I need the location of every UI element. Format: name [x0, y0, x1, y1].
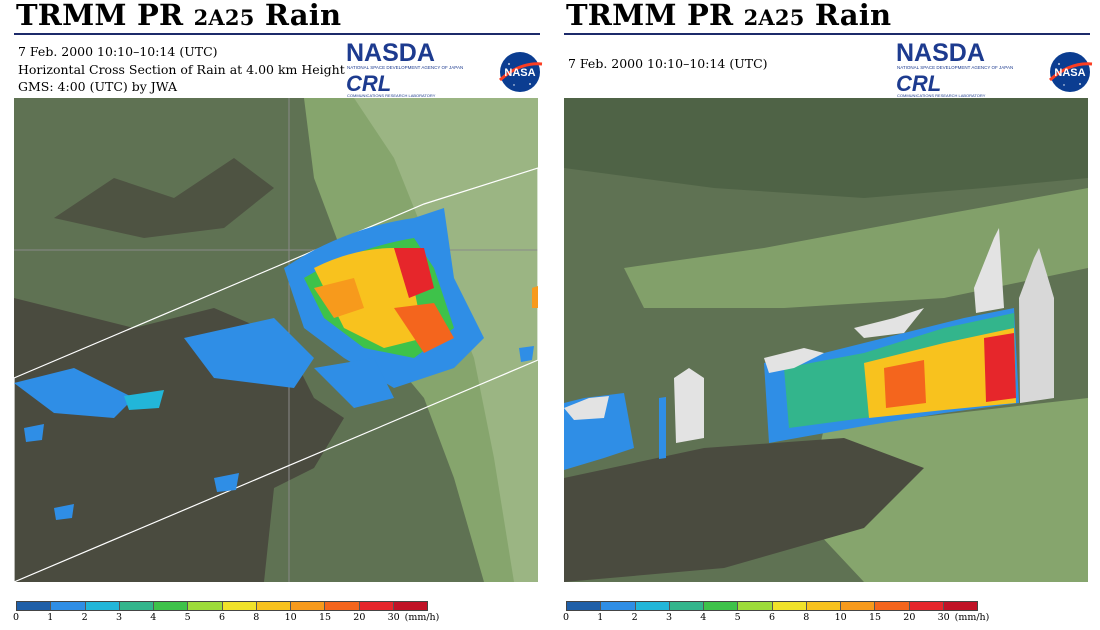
color-scale-unit: (mm/h) — [404, 612, 440, 623]
color-scale-tick-label: 15 — [318, 612, 332, 623]
color-scale-swatch — [222, 602, 257, 610]
color-scale-tick-label: 8 — [803, 612, 810, 623]
crl-logo: CRL — [896, 71, 941, 96]
land-light-foreground — [804, 398, 1088, 582]
color-scale-tick-label: 6 — [768, 612, 776, 623]
color-scale-swatch — [256, 602, 291, 610]
land-dark-foreground — [564, 438, 924, 582]
agency-logos: NASDA NATIONAL SPACE DEVELOPMENT AGENCY … — [344, 39, 544, 98]
nasa-logo-icon: NASA — [498, 52, 543, 92]
color-scale-swatch — [738, 602, 773, 610]
color-scale-swatch — [772, 602, 807, 610]
color-scale-swatch — [909, 602, 944, 610]
rain-echo — [14, 208, 538, 520]
color-scale-swatch — [85, 602, 120, 610]
color-scale-swatch — [601, 602, 636, 610]
color-scale-swatch — [841, 602, 876, 610]
color-scale-tick-label: 2 — [631, 612, 638, 623]
info-cross-section: Horizontal Cross Section of Rain at 4.00… — [18, 62, 345, 77]
color-scale-swatch — [154, 602, 189, 610]
color-scale-swatch — [393, 602, 427, 610]
color-scale-labels: 0 1 2 3 4 5 6 8 10 15 20 30 (mm/h) — [562, 611, 989, 629]
title-divider — [564, 33, 1090, 35]
rain-3d-view — [564, 98, 1088, 582]
left-panel: TRMM PR 2A25 Rain 7 Feb. 2000 10:10–10:1… — [12, 0, 544, 630]
land-light-band — [624, 188, 1088, 308]
color-scale-swatch — [567, 602, 602, 610]
color-scale-tick-label: 6 — [218, 612, 226, 623]
color-scale-tick-label: 4 — [150, 612, 157, 623]
color-scale-swatch — [119, 602, 154, 610]
color-scale-tick-label: 0 — [12, 612, 20, 623]
crl-subtitle: COMMUNICATIONS RESEARCH LABORATORY — [347, 93, 436, 98]
color-scale-tick-label: 0 — [562, 612, 570, 623]
info-date: 7 Feb. 2000 10:10–10:14 (UTC) — [568, 56, 768, 71]
color-scale-swatch — [943, 602, 977, 610]
nasda-subtitle: NATIONAL SPACE DEVELOPMENT AGENCY OF JAP… — [897, 65, 1013, 70]
color-scale-swatch — [635, 602, 670, 610]
rain-3d-curtain — [564, 228, 1054, 470]
color-scale-tick-label: 8 — [253, 612, 260, 623]
color-scale-swatch — [291, 602, 326, 610]
agency-logos: NASDA NATIONAL SPACE DEVELOPMENT AGENCY … — [894, 39, 1094, 98]
info-gms: GMS: 4:00 (UTC) by JWA — [18, 79, 178, 94]
color-scale-tick-label: 15 — [868, 612, 882, 623]
color-scale-swatch — [325, 602, 360, 610]
color-scale-labels: 0 1 2 3 4 5 6 8 10 15 20 30 (mm/h) — [12, 611, 439, 629]
color-scale-tick-label: 2 — [81, 612, 88, 623]
color-scale-swatch — [875, 602, 910, 610]
color-scale-unit: (mm/h) — [954, 612, 990, 623]
color-scale-swatch — [669, 602, 704, 610]
color-scale-swatch — [359, 602, 394, 610]
color-scale-tick-label: 5 — [734, 612, 741, 623]
panel-title: TRMM PR 2A25 Rain — [566, 0, 892, 32]
title-divider — [14, 33, 540, 35]
color-scale-tick-label: 1 — [597, 612, 604, 623]
land-pale-area — [354, 98, 538, 582]
color-scale-tick-label: 30 — [387, 612, 400, 623]
crl-subtitle: COMMUNICATIONS RESEARCH LABORATORY — [897, 93, 986, 98]
color-scale-swatch — [51, 602, 86, 610]
color-scale-tick-label: 20 — [353, 612, 366, 623]
nasda-logo: NASDA — [896, 40, 985, 67]
color-scale-tick-label: 10 — [284, 612, 297, 623]
nasa-logo-icon: NASA — [1048, 52, 1093, 92]
color-scale-tick-label: 3 — [115, 612, 123, 623]
color-scale-tick-label: 4 — [700, 612, 707, 623]
nasda-logo: NASDA — [346, 40, 435, 67]
right-panel: TRMM PR 2A25 Rain 7 Feb. 2000 10:10–10:1… — [562, 0, 1094, 630]
crl-logo: CRL — [346, 71, 391, 96]
color-scale-tick-label: 1 — [47, 612, 54, 623]
color-scale-swatch — [704, 602, 739, 610]
color-scale-swatch — [17, 602, 52, 610]
land-far-band — [564, 98, 1088, 198]
info-date: 7 Feb. 2000 10:10–10:14 (UTC) — [18, 44, 218, 59]
color-scale-tick-label: 5 — [184, 612, 191, 623]
panel-title: TRMM PR 2A25 Rain — [16, 0, 342, 32]
color-scale-tick-label: 20 — [903, 612, 916, 623]
color-scale-bar — [566, 601, 978, 611]
color-scale-tick-label: 10 — [834, 612, 847, 623]
color-scale-swatch — [188, 602, 223, 610]
rain-cross-section-map — [14, 98, 538, 582]
color-scale-bar — [16, 601, 428, 611]
color-scale-swatch — [806, 602, 841, 610]
nasa-text: NASA — [504, 67, 535, 79]
color-scale-tick-label: 3 — [665, 612, 673, 623]
nasda-subtitle: NATIONAL SPACE DEVELOPMENT AGENCY OF JAP… — [347, 65, 463, 70]
land-dark-patch — [54, 158, 274, 238]
color-scale-tick-label: 30 — [937, 612, 950, 623]
nasa-text: NASA — [1054, 67, 1085, 79]
